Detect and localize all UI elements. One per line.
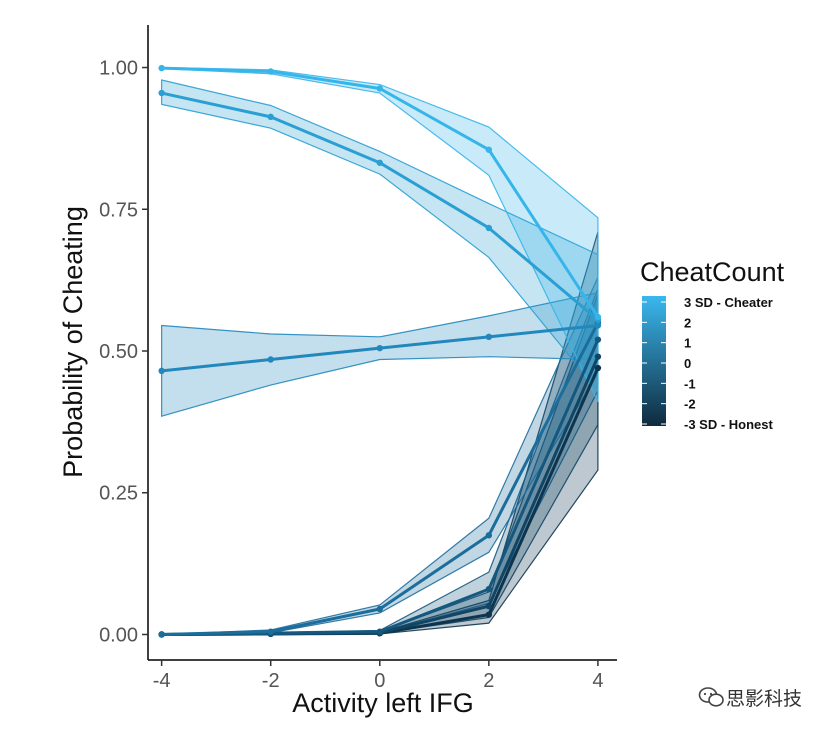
plot-area bbox=[158, 64, 602, 638]
x-tick-label: -4 bbox=[153, 670, 171, 692]
data-point bbox=[267, 68, 274, 75]
legend-label: 2 bbox=[684, 315, 691, 330]
data-point bbox=[594, 313, 602, 321]
data-point bbox=[158, 64, 165, 72]
data-point bbox=[485, 146, 493, 153]
y-tick-label: 0.75 bbox=[99, 199, 138, 221]
series-points bbox=[158, 64, 602, 638]
y-tick-label: 0.50 bbox=[99, 341, 138, 363]
legend-label: 0 bbox=[684, 356, 691, 371]
legend-label: -2 bbox=[684, 397, 696, 412]
data-point bbox=[376, 159, 383, 166]
data-point bbox=[594, 364, 602, 372]
y-tick-label: 0.00 bbox=[99, 624, 138, 646]
watermark: 思影科技 bbox=[698, 687, 802, 710]
y-tick-label: 1.00 bbox=[99, 58, 138, 80]
data-point bbox=[485, 602, 493, 610]
legend-ticks: 3 SD - Cheater 2 1 0 -1 -2 -3 SD - Honest bbox=[642, 295, 774, 432]
data-point bbox=[267, 113, 274, 121]
legend-label: 1 bbox=[684, 336, 691, 351]
x-tick-label: -2 bbox=[262, 670, 280, 692]
x-tick-label: 4 bbox=[592, 670, 603, 692]
legend-label: -1 bbox=[684, 376, 696, 391]
data-point bbox=[158, 631, 165, 638]
x-axis-ticks: -4 -2 0 2 4 bbox=[153, 660, 603, 692]
data-point bbox=[485, 585, 493, 593]
y-axis-ticks: 0.00 0.25 0.50 0.75 1.00 bbox=[99, 58, 148, 646]
data-point bbox=[376, 344, 383, 352]
x-axis-title: Activity left IFG bbox=[292, 688, 474, 718]
y-tick-label: 0.25 bbox=[99, 483, 138, 505]
data-point bbox=[158, 89, 165, 97]
data-point bbox=[485, 333, 493, 341]
data-point bbox=[376, 85, 383, 92]
data-point bbox=[594, 336, 602, 343]
x-tick-label: 2 bbox=[483, 670, 494, 692]
legend-label: -3 SD - Honest bbox=[684, 417, 774, 432]
legend: CheatCount 3 SD - Cheater 2 1 0 -1 -2 -3 SD - … bbox=[640, 257, 785, 432]
wechat-icon bbox=[698, 687, 724, 707]
legend-color-bar bbox=[642, 296, 666, 426]
data-point bbox=[485, 224, 493, 232]
data-point bbox=[594, 322, 602, 329]
watermark-text: 思影科技 bbox=[726, 688, 802, 710]
data-point bbox=[158, 367, 165, 375]
data-point bbox=[267, 628, 274, 635]
legend-title: CheatCount bbox=[640, 257, 785, 287]
data-point bbox=[267, 356, 274, 363]
data-point bbox=[485, 611, 493, 618]
data-point bbox=[594, 353, 602, 360]
x-tick-label: 0 bbox=[374, 670, 385, 692]
data-point bbox=[376, 605, 383, 613]
legend-label: 3 SD - Cheater bbox=[684, 295, 773, 310]
data-point bbox=[376, 628, 383, 635]
data-point bbox=[485, 532, 493, 539]
y-axis-title: Probability of Cheating bbox=[58, 206, 88, 478]
